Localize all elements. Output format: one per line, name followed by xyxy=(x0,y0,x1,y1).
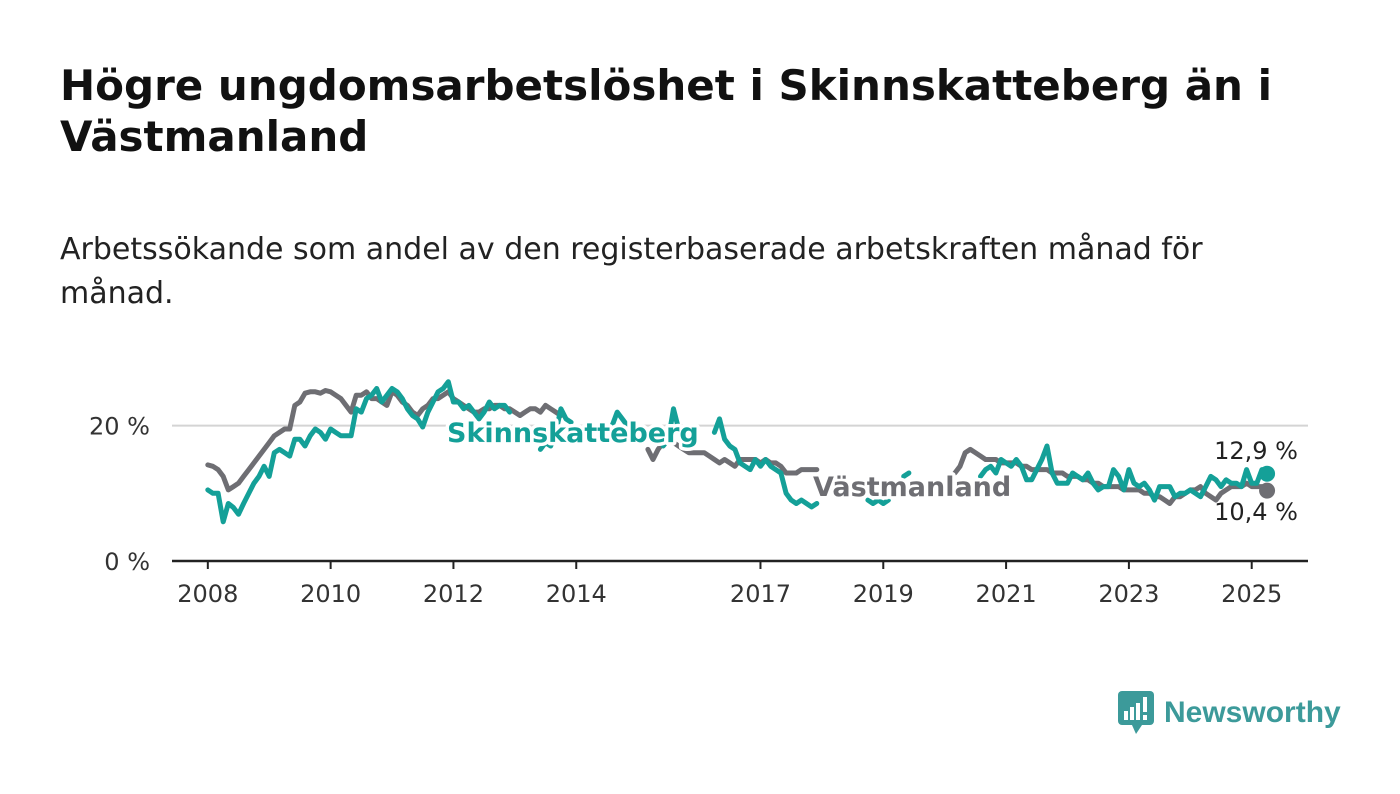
series-line-skinnskatteberg xyxy=(537,406,574,452)
series-line-v-stmanland xyxy=(645,436,820,476)
end-point-skinnskatteberg xyxy=(1259,465,1276,482)
y-tick-label: 0 % xyxy=(104,548,150,576)
bar-chart-speech-icon xyxy=(1118,691,1154,734)
x-tick-label: 2014 xyxy=(546,580,607,608)
axes: 0 % 20 % 2008 2010 2012 2014 2017 2019 2021 2023 2… xyxy=(89,413,1308,608)
series-label-vastmanland-halo: Västmanland xyxy=(813,472,1011,503)
end-value-skinnskatteberg: 12,9 % xyxy=(1214,437,1298,465)
series-labels: SkinnskattebergSkinnskattebergVästmanlan… xyxy=(444,415,1298,527)
newsworthy-logo: Newsworthy xyxy=(1118,690,1341,736)
x-tick-label: 2008 xyxy=(177,580,238,608)
series-label-skinnskatteberg-halo: Skinnskatteberg xyxy=(447,418,699,449)
x-tick-label: 2021 xyxy=(976,580,1037,608)
end-point-v-stmanland xyxy=(1259,482,1276,499)
logo-text: Newsworthy xyxy=(1164,696,1341,729)
series-label-vastmanland: Västmanland xyxy=(813,472,1011,503)
x-tick-label: 2012 xyxy=(423,580,484,608)
x-tick-label: 2017 xyxy=(730,580,791,608)
x-tick-label: 2023 xyxy=(1098,580,1159,608)
y-tick-label: 20 % xyxy=(89,413,150,441)
series-line-skinnskatteberg xyxy=(901,470,912,479)
line-chart: 0 % 20 % 2008 2010 2012 2014 2017 2019 2021 2023 2… xyxy=(89,379,1308,608)
series-line-skinnskatteberg xyxy=(205,379,513,525)
x-tick-label: 2010 xyxy=(300,580,361,608)
x-tick-label: 2025 xyxy=(1221,580,1282,608)
series-line-skinnskatteberg xyxy=(599,409,630,439)
end-value-vastmanland: 10,4 % xyxy=(1214,498,1298,526)
chart-title: Högre ungdomsarbetslöshet i Skinnskatteb… xyxy=(60,61,1272,161)
series-line-skinnskatteberg xyxy=(660,406,692,449)
series-line-skinnskatteberg xyxy=(865,497,891,506)
series-label-skinnskatteberg: Skinnskatteberg xyxy=(447,418,699,449)
x-tick-label: 2019 xyxy=(853,580,914,608)
series-line-skinnskatteberg xyxy=(978,443,1270,503)
chart-subtitle: Arbetssökande som andel av den registerb… xyxy=(60,232,1203,311)
series-line-skinnskatteberg xyxy=(711,416,820,510)
series-lines xyxy=(205,379,1276,525)
